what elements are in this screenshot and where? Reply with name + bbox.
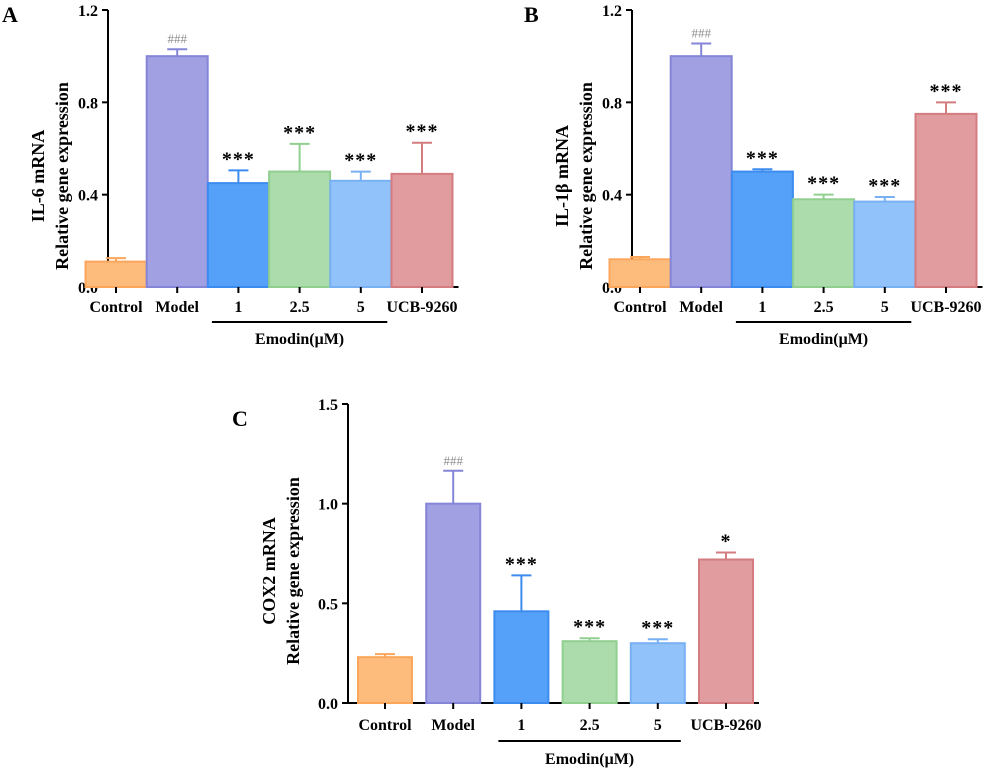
y-axis-label-a-line1: IL-6 mRNA (28, 130, 48, 223)
x-tick-label: 5 (881, 299, 889, 316)
significance-label: *** (807, 173, 840, 195)
x-tick-label: 2.5 (580, 717, 600, 734)
significance-label: *** (868, 175, 901, 197)
x-tick-label: Model (155, 299, 199, 316)
y-tick-label: 1.2 (78, 3, 98, 20)
bar (206, 182, 270, 288)
y-axis-label-b-line2: Relative gene expression (576, 82, 596, 270)
group-label: Emodin(μM) (545, 751, 634, 768)
significance-label: *** (406, 121, 439, 143)
y-tick-label: 0.4 (78, 188, 98, 205)
y-axis-label-c-line1: COX2 mRNA (259, 517, 279, 625)
group-label: Emodin(μM) (255, 331, 344, 348)
significance-label: *** (746, 147, 779, 169)
x-tick-label: 5 (357, 299, 365, 316)
y-axis-label-c-line2: Relative gene expression (283, 477, 303, 665)
model-significance-label: ### (167, 31, 187, 46)
panel-c: C COX2 mRNA Relative gene expression 0.0… (232, 397, 762, 768)
y-axis-label-a: IL-6 mRNA Relative gene expression (28, 82, 72, 270)
y-tick-label: 1.5 (318, 397, 338, 414)
panel-letter-a: A (2, 2, 18, 27)
x-tick-label: 1 (758, 299, 766, 316)
bar (268, 170, 332, 288)
bar (792, 198, 856, 289)
x-tick-label: Model (679, 299, 723, 316)
bar (145, 55, 209, 288)
bar (329, 179, 393, 288)
bar (629, 642, 686, 705)
plot-area-c: 0.00.51.01.5Control###Model***1***2.5***… (318, 397, 762, 768)
group-label: Emodin(μM) (779, 331, 868, 348)
y-tick-label: 0.8 (78, 95, 98, 112)
significance-label: *** (573, 616, 606, 638)
bar (914, 112, 978, 288)
y-tick-label: 0.8 (602, 95, 622, 112)
bar (390, 172, 454, 288)
y-tick-label: 0.4 (602, 188, 622, 205)
x-tick-label: UCB-9260 (690, 717, 761, 734)
x-tick-label: Model (431, 717, 475, 734)
x-tick-label: Control (613, 299, 667, 316)
y-axis-label-c: COX2 mRNA Relative gene expression (259, 477, 303, 665)
y-tick-label: 0.5 (318, 596, 338, 613)
y-axis-label-a-line2: Relative gene expression (52, 82, 72, 270)
y-axis-label-b: IL-1β mRNA Relative gene expression (552, 82, 596, 270)
panel-a: A IL-6 mRNA Relative gene expression 0.0… (2, 2, 459, 348)
bar (853, 200, 917, 288)
significance-label: * (721, 531, 732, 553)
significance-label: *** (641, 617, 674, 639)
x-tick-label: 5 (654, 717, 662, 734)
bar (698, 558, 754, 704)
panel-b: B IL-1β mRNA Relative gene expression 0.… (524, 2, 983, 348)
bar (669, 55, 733, 288)
bar (425, 502, 482, 704)
x-tick-label: 2.5 (290, 299, 310, 316)
x-tick-label: 2.5 (814, 299, 834, 316)
y-tick-label: 0.0 (318, 696, 338, 713)
panel-letter-b: B (524, 2, 539, 27)
model-significance-label: ### (691, 25, 711, 40)
x-tick-label: Control (89, 299, 143, 316)
significance-label: *** (930, 80, 963, 102)
significance-label: *** (505, 553, 538, 575)
bar (493, 610, 550, 704)
bar (608, 258, 672, 288)
bar (357, 656, 413, 704)
significance-label: *** (283, 122, 316, 144)
significance-label: *** (344, 150, 377, 172)
y-tick-label: 1.2 (602, 3, 622, 20)
x-tick-label: UCB-9260 (386, 299, 457, 316)
plot-area-a: 0.00.40.81.2Control###Model***1***2.5***… (78, 3, 459, 348)
bar (84, 260, 148, 289)
panel-letter-c: C (232, 406, 248, 431)
x-tick-label: 1 (517, 717, 525, 734)
y-tick-label: 1.0 (318, 497, 338, 514)
model-significance-label: ### (443, 453, 463, 468)
bar (561, 640, 618, 704)
x-tick-label: Control (358, 717, 412, 734)
x-tick-label: 1 (234, 299, 242, 316)
plot-area-b: 0.00.40.81.2Control###Model***1***2.5***… (602, 3, 983, 348)
y-axis-label-b-line1: IL-1β mRNA (552, 125, 572, 227)
x-tick-label: UCB-9260 (910, 299, 981, 316)
bar (730, 170, 794, 288)
significance-label: *** (222, 148, 255, 170)
